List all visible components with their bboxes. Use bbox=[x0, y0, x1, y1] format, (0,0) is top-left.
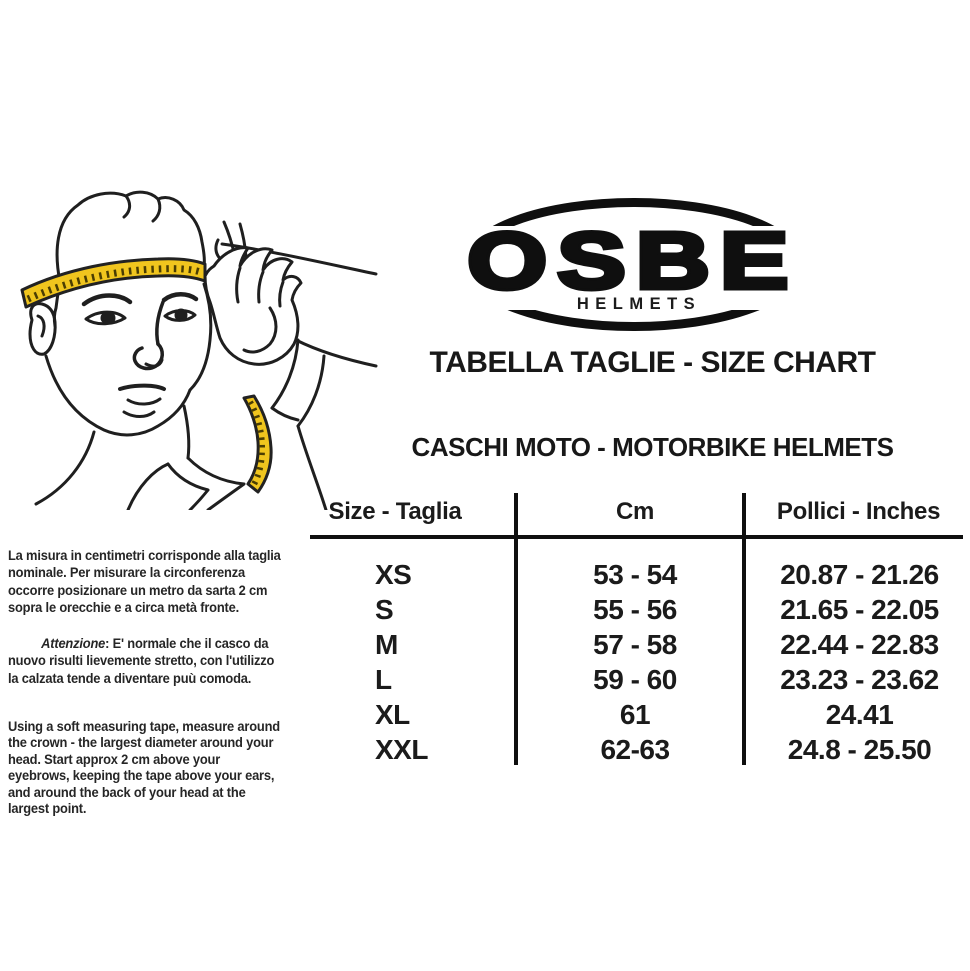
table-row: XS 53 - 54 20.87 - 21.26 bbox=[310, 557, 965, 592]
cell-cm: 59 - 60 bbox=[593, 663, 677, 695]
tape-tail-ticks bbox=[247, 400, 266, 488]
table-row: M 57 - 58 22.44 - 22.83 bbox=[310, 627, 965, 662]
right-eye bbox=[163, 309, 197, 322]
column-header-size: Size - Taglia bbox=[328, 498, 462, 525]
cell-inches: 21.65 - 22.05 bbox=[780, 593, 939, 625]
cell-cm: 61 bbox=[619, 698, 651, 730]
column-header-inches: Pollici - Inches bbox=[776, 498, 941, 525]
instructions-italian: La misura in centimetri corrisponde alla… bbox=[8, 529, 312, 705]
finger-line bbox=[278, 280, 285, 308]
table-row: XL 61 24.41 bbox=[310, 697, 965, 732]
cell-size: XS bbox=[375, 558, 412, 590]
cell-size: L bbox=[375, 663, 392, 695]
hair-wave bbox=[122, 194, 132, 219]
finger-line bbox=[235, 266, 242, 304]
cell-size: XL bbox=[375, 698, 410, 730]
table-body: XS 53 - 54 20.87 - 21.26 S 55 - 56 21.65… bbox=[310, 557, 965, 767]
cell-inches: 20.87 - 21.26 bbox=[780, 558, 939, 590]
finger-line bbox=[257, 270, 265, 304]
table-row: S 55 - 56 21.65 - 22.05 bbox=[310, 592, 965, 627]
tape-tail-shape bbox=[242, 394, 273, 494]
logo-sub-text: HELMETS bbox=[577, 295, 701, 313]
forearm-bottom bbox=[294, 338, 378, 368]
left-eye bbox=[84, 310, 127, 326]
hair-wave bbox=[151, 197, 162, 223]
cell-cm: 53 - 54 bbox=[593, 558, 677, 590]
left-shoulder bbox=[34, 430, 96, 506]
cell-cm: 55 - 56 bbox=[593, 593, 677, 625]
size-table: Size - Taglia Cm Pollici - Inches XS 53 … bbox=[310, 490, 965, 770]
cuff-line bbox=[270, 338, 300, 410]
logo-mask-band bbox=[455, 226, 815, 310]
cell-inches: 23.23 - 23.62 bbox=[780, 663, 939, 695]
cell-inches: 24.41 bbox=[825, 698, 894, 730]
right-shoulder bbox=[296, 424, 328, 510]
right-eyebrow bbox=[161, 292, 199, 303]
instructions-english: Using a soft measuring tape, measure aro… bbox=[8, 717, 280, 816]
instructions-italian-text: La misura in centimetri corrisponde alla… bbox=[8, 546, 281, 616]
nose-tip bbox=[132, 342, 164, 371]
attention-label: Attenzione bbox=[41, 634, 106, 651]
cell-size: XXL bbox=[375, 733, 428, 765]
ear-inner bbox=[36, 314, 46, 338]
table-row: L 59 - 60 23.23 - 23.62 bbox=[310, 662, 965, 697]
nostril bbox=[144, 358, 164, 368]
head-measurement-illustration bbox=[20, 190, 378, 510]
upper-lip bbox=[118, 383, 166, 391]
chest-fold bbox=[126, 462, 170, 510]
collar-v bbox=[166, 462, 210, 510]
osbe-logo: OSBE HELMETS bbox=[455, 198, 815, 331]
table-header-underline bbox=[310, 535, 963, 539]
cuff-bottom bbox=[270, 406, 300, 422]
forearm-top bbox=[220, 242, 378, 276]
cell-inches: 22.44 - 22.83 bbox=[780, 628, 939, 660]
cell-inches: 24.8 - 25.50 bbox=[787, 733, 932, 765]
instructions-italian-note: Attenzione: E' normale che il casco da n… bbox=[8, 635, 312, 688]
jaw-line bbox=[44, 354, 192, 437]
right-iris bbox=[174, 308, 188, 322]
neck-line bbox=[182, 404, 191, 460]
tape-band-ticks bbox=[26, 265, 205, 303]
lower-lip bbox=[126, 397, 162, 406]
left-iris bbox=[100, 311, 116, 325]
tape-band-shape bbox=[20, 257, 207, 309]
table-divider-1 bbox=[514, 493, 518, 765]
nose-bridge bbox=[155, 300, 165, 346]
left-eyebrow bbox=[81, 293, 133, 307]
attention-text: : E' normale che il casco da nuovo risul… bbox=[8, 634, 275, 686]
cell-size: M bbox=[375, 628, 398, 660]
page-subtitle: CASCHI MOTO - MOTORBIKE HELMETS bbox=[411, 432, 894, 462]
ear bbox=[28, 302, 57, 356]
sleeve-fold bbox=[296, 354, 326, 428]
page-title: TABELLA TAGLIE - SIZE CHART bbox=[429, 346, 876, 379]
column-header-cm: Cm bbox=[615, 498, 655, 525]
cell-cm: 57 - 58 bbox=[593, 628, 677, 660]
cell-size: S bbox=[375, 593, 394, 625]
cell-cm: 62-63 bbox=[600, 733, 670, 765]
collar bbox=[186, 456, 246, 510]
thumb-line bbox=[242, 306, 278, 354]
chin-crease bbox=[122, 410, 156, 418]
hand bbox=[203, 246, 303, 366]
logo-brand-text: OSBE bbox=[467, 217, 798, 306]
measuring-tape-band bbox=[20, 257, 207, 309]
measuring-instructions: La misura in centimetri corrisponde alla… bbox=[8, 529, 338, 816]
table-row: XXL 62-63 24.8 - 25.50 bbox=[310, 732, 965, 767]
hanging-tape bbox=[242, 394, 273, 494]
table-divider-2 bbox=[742, 493, 746, 765]
table-header-row: Size - Taglia Cm Pollici - Inches bbox=[310, 490, 965, 534]
